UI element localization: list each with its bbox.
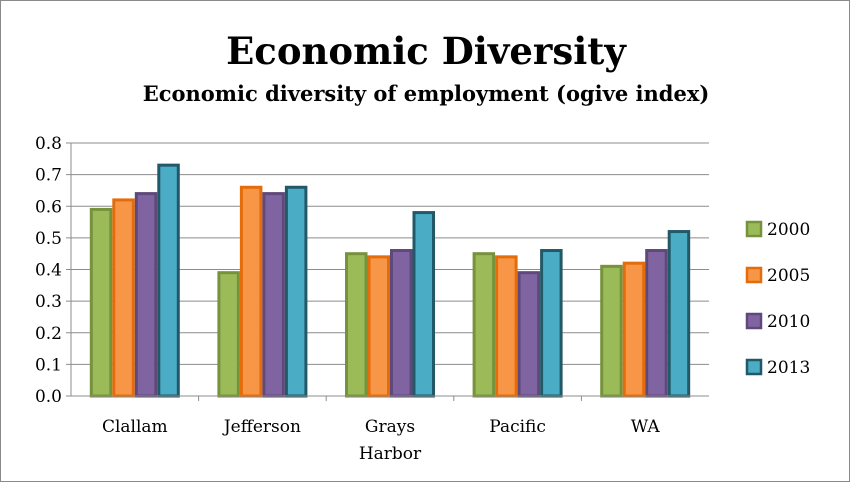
bars xyxy=(89,163,691,398)
y-tick-label: 0.5 xyxy=(35,229,62,249)
legend-swatch-2005 xyxy=(745,266,763,284)
bar-2010 xyxy=(262,192,285,398)
x-category-label: Harbor xyxy=(359,444,422,464)
legend-label-2013: 2013 xyxy=(767,358,810,378)
bar-2010 xyxy=(390,249,413,398)
x-category-label: Grays xyxy=(365,417,415,437)
legend-swatch-2013 xyxy=(745,358,763,376)
bar-2005 xyxy=(495,255,518,398)
axes: 0.0 0.1 0.2 0.3 0.4 0.5 0.6 0.7 0.8 Clallam Jeffer… xyxy=(35,134,709,464)
bar-2013 xyxy=(412,211,435,398)
bar-2000 xyxy=(345,252,368,398)
y-tick-label: 0.2 xyxy=(35,324,62,344)
bar-2010 xyxy=(517,271,541,398)
x-category-label: Clallam xyxy=(102,417,168,437)
bar-2010 xyxy=(134,192,158,398)
bar-2010 xyxy=(645,249,668,398)
legend: 2000 2005 2010 2013 xyxy=(745,220,810,378)
bar-2005 xyxy=(622,261,646,398)
bar-2000 xyxy=(89,207,113,398)
legend-label-2010: 2010 xyxy=(767,312,810,332)
y-tick-label: 0.6 xyxy=(35,197,62,217)
y-tick-label: 0.8 xyxy=(35,134,62,154)
bar-2013 xyxy=(284,185,308,398)
legend-swatch-2000 xyxy=(745,220,763,238)
y-tick-label: 0.4 xyxy=(35,261,62,281)
bar-2013 xyxy=(667,230,691,398)
y-tick-label: 0.3 xyxy=(35,292,62,312)
bar-2013 xyxy=(540,249,563,398)
chart-title: Economic Diversity xyxy=(226,29,627,73)
chart-subtitle: Economic diversity of employment (ogive … xyxy=(143,81,710,106)
legend-label-2005: 2005 xyxy=(767,266,810,286)
x-category-label: Pacific xyxy=(489,417,546,437)
x-category-label: Jefferson xyxy=(222,417,301,437)
legend-swatch-2010 xyxy=(745,312,763,330)
bar-2000 xyxy=(217,271,240,398)
legend-label-2000: 2000 xyxy=(767,220,810,240)
bar-2005 xyxy=(112,198,135,398)
y-tick-label: 0.1 xyxy=(35,355,62,375)
bar-2005 xyxy=(239,185,263,398)
y-tick-label: 0.0 xyxy=(35,387,62,407)
bar-2000 xyxy=(472,252,496,398)
x-category-label: WA xyxy=(631,417,661,437)
bar-2005 xyxy=(367,255,390,398)
bar-2000 xyxy=(600,264,623,398)
y-tick-label: 0.7 xyxy=(35,166,62,186)
bar-2013 xyxy=(157,163,180,398)
